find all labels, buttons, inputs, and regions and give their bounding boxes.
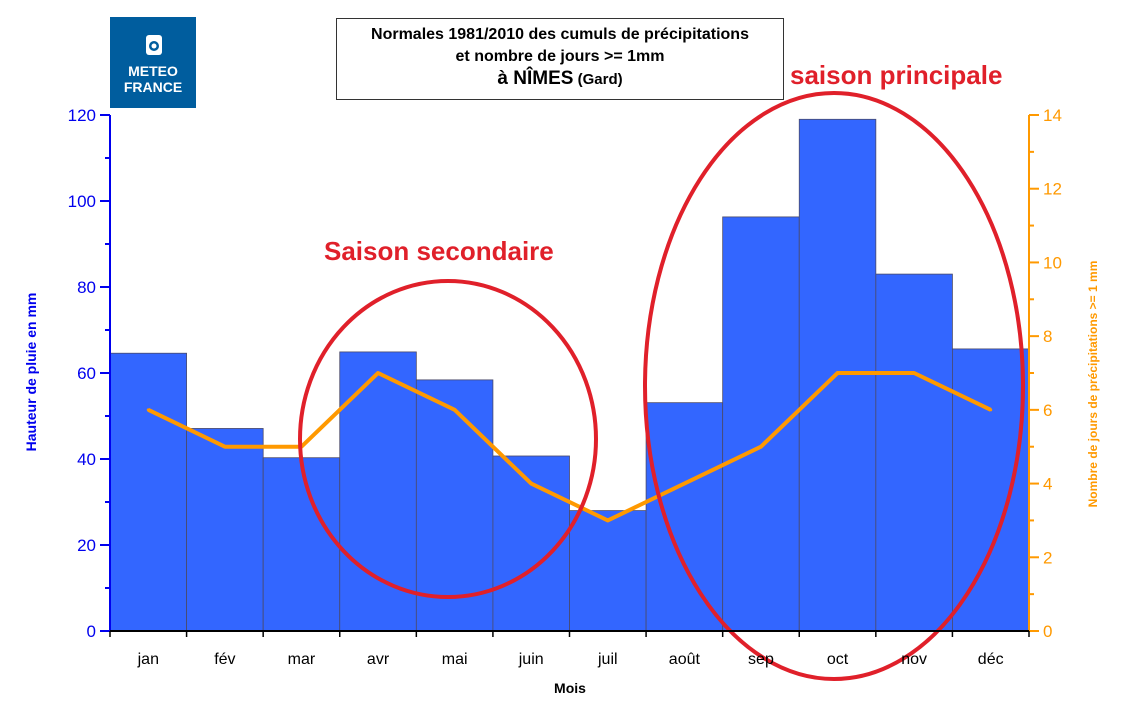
- rain-days-point-mai: [453, 408, 457, 412]
- meteo-france-logo: METEO FRANCE: [110, 17, 196, 108]
- x-tick-label: fév: [214, 651, 235, 668]
- rain-days-point-jan: [146, 408, 150, 412]
- x-axis-label: Mois: [554, 680, 586, 696]
- y-right-tick-label: 8: [1043, 327, 1052, 346]
- season-highlights: [298, 91, 1025, 681]
- logo-line1: METEO: [128, 63, 178, 79]
- y-right-tick-label: 4: [1043, 475, 1052, 494]
- rain-days-line: [146, 371, 993, 523]
- y-right-tick-label: 14: [1043, 106, 1062, 125]
- x-tick-label: juin: [518, 651, 544, 668]
- x-tick-label: juil: [597, 651, 618, 668]
- y-left-tick-label: 60: [77, 364, 96, 383]
- rain-days-point-août: [682, 482, 686, 486]
- bar-déc: [952, 348, 1030, 632]
- title-line3: à NÎMES (Gard): [337, 68, 783, 91]
- y-axis-right-label: Nombre de jours de précipitations >= 1 m…: [1086, 261, 1100, 508]
- rain-days-point-déc: [989, 408, 993, 412]
- rain-days-point-juin: [529, 482, 533, 486]
- rain-days-point-oct: [836, 371, 840, 375]
- secondary-season-ellipse: [298, 279, 598, 599]
- bar-août: [645, 402, 724, 632]
- main-season-label: saison principale: [790, 60, 1003, 90]
- x-tick-label: mar: [288, 651, 316, 668]
- title-dept: (Gard): [573, 71, 623, 88]
- bar-mar: [262, 457, 341, 632]
- x-tick-label: sep: [748, 651, 774, 668]
- rain-days-polyline: [147, 371, 992, 523]
- rain-days-point-fév: [223, 445, 227, 449]
- rain-days-point-juil: [606, 518, 610, 522]
- y-right-tick-label: 12: [1043, 180, 1062, 199]
- rain-days-point-sep: [759, 445, 763, 449]
- x-tick-label: août: [669, 651, 701, 668]
- x-tick-label: nov: [901, 651, 927, 668]
- x-tick-label: jan: [137, 651, 159, 668]
- y-right-tick-label: 6: [1043, 401, 1052, 420]
- bar-mai: [415, 379, 494, 632]
- y-left-tick-label: 40: [77, 450, 96, 469]
- chart-axes: 0 20 40 60 80 100 120 0 2 4 6 8 10 12 14 jan fév mar avr ma…: [68, 106, 1062, 668]
- rain-days-point-avr: [376, 371, 380, 375]
- y-left-tick-label: 20: [77, 536, 96, 555]
- title-line1: Normales 1981/2010 des cumuls de précipi…: [371, 26, 749, 43]
- rainfall-bars: [109, 118, 1030, 632]
- bar-sep: [722, 216, 800, 632]
- y-right-tick-label: 2: [1043, 548, 1052, 567]
- main-season-ellipse: [643, 91, 1025, 681]
- bar-fév: [186, 428, 264, 632]
- x-tick-label: mai: [442, 651, 468, 668]
- y-left-tick-label: 100: [68, 192, 96, 211]
- chart-title: Normales 1981/2010 des cumuls de précipi…: [336, 18, 784, 100]
- y-left-tick-label: 0: [87, 622, 96, 641]
- title-prefix: à: [497, 68, 514, 89]
- bar-juil: [569, 510, 647, 632]
- y-right-tick-label: 0: [1043, 622, 1052, 641]
- x-tick-label: avr: [367, 651, 390, 668]
- secondary-season-label: Saison secondaire: [324, 236, 554, 266]
- logo-line2: FRANCE: [123, 79, 183, 95]
- y-axis-left-label: Hauteur de pluie en mm: [23, 293, 39, 452]
- y-left-tick-label: 120: [68, 106, 96, 125]
- bar-jan: [109, 352, 187, 632]
- y-right-tick-label: 10: [1043, 253, 1062, 272]
- title-city: NÎMES: [513, 68, 574, 89]
- title-line2: et nombre de jours >= 1mm: [455, 48, 665, 65]
- x-tick-label: déc: [978, 651, 1004, 668]
- rain-days-point-nov: [912, 371, 916, 375]
- x-tick-label: oct: [827, 651, 849, 668]
- y-left-tick-label: 80: [77, 278, 96, 297]
- bar-nov: [875, 273, 953, 632]
